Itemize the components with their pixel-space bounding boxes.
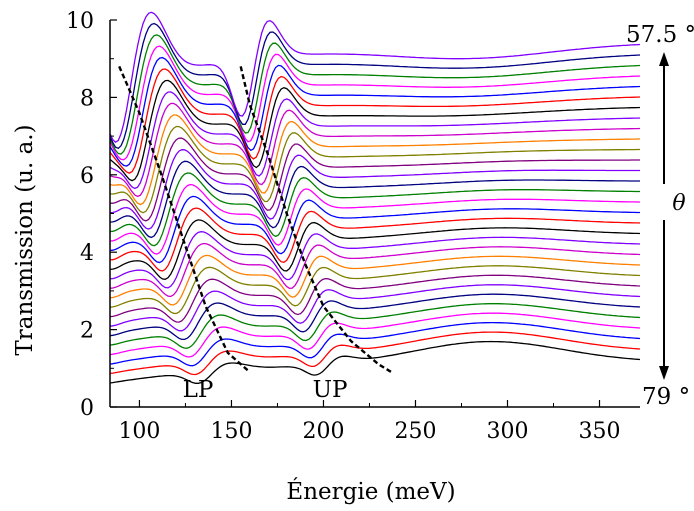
up-label: UP	[313, 377, 348, 403]
spectrum-curve	[109, 331, 641, 376]
spectrum-curve	[109, 79, 641, 182]
spectrum-curve	[109, 293, 641, 341]
x-tick-label: 250	[394, 419, 436, 444]
dispersion-line-up	[239, 66, 393, 374]
angle-indicator: θ 57.5 ° 79 °	[626, 22, 694, 410]
spectrum-curve	[109, 22, 641, 150]
spectrum-curve	[109, 172, 640, 247]
spectrum-curve	[109, 149, 640, 230]
y-tick-label: 0	[80, 396, 94, 421]
spectrum-curve	[109, 11, 641, 144]
y-tick-label: 4	[80, 241, 94, 266]
spectrum-curve	[109, 56, 641, 167]
spectrum-curve	[109, 183, 640, 255]
spectrum-curve	[109, 34, 641, 155]
spectrum-curve	[109, 321, 641, 367]
spectrum-curve	[109, 303, 641, 349]
spectrum-curve	[109, 340, 641, 384]
spectrum-curve	[109, 284, 641, 332]
spectrum-curve	[109, 195, 640, 264]
spectrum-curve	[109, 274, 641, 323]
spectrum-curve	[109, 265, 641, 315]
x-tick-label: 350	[579, 419, 621, 444]
angle-bottom-label: 79 °	[642, 384, 690, 410]
spectrum-curve	[109, 242, 641, 298]
y-tick-label: 8	[80, 86, 94, 111]
spectrum-curve	[109, 160, 640, 239]
spectrum-curve	[109, 219, 641, 280]
lp-label: LP	[183, 377, 214, 403]
angle-arrow-head-up	[659, 52, 669, 66]
angle-top-label: 57.5 °	[626, 22, 694, 48]
y-tick-label: 6	[80, 164, 94, 189]
dispersion-line-lp	[118, 65, 251, 374]
y-tick-label: 10	[66, 9, 94, 34]
angle-arrow-head-down	[659, 366, 669, 380]
spectrum-curve	[110, 137, 640, 222]
dispersion-lines	[118, 65, 393, 374]
y-axis-ticks: 0 2 4 6 8 10	[66, 9, 117, 421]
x-tick-label: 200	[302, 419, 344, 444]
spectrum-curve	[109, 207, 641, 272]
x-tick-label: 150	[210, 419, 252, 444]
y-tick-label: 2	[80, 319, 94, 344]
spectrum-curve	[109, 68, 641, 174]
x-tick-label: 300	[487, 419, 529, 444]
x-tick-label: 100	[118, 419, 160, 444]
spectrum-curve	[109, 125, 640, 214]
x-axis-label: Énergie (meV)	[286, 478, 455, 505]
spectrum-curve	[109, 114, 640, 206]
theta-backdrop	[654, 184, 674, 220]
y-axis-label: Transmission (u. a.)	[12, 124, 38, 355]
spectrum-curve	[109, 231, 641, 289]
spectrum-curve	[109, 312, 641, 358]
spectrum-curve	[109, 45, 641, 161]
spectra-curves	[109, 11, 641, 384]
spectrum-curve	[109, 102, 641, 198]
x-axis-ticks: 100 150 200 250 300 350	[118, 400, 621, 444]
theta-label: θ	[672, 191, 685, 216]
spectrum-curve	[109, 254, 641, 306]
spectrum-curve	[109, 91, 641, 190]
